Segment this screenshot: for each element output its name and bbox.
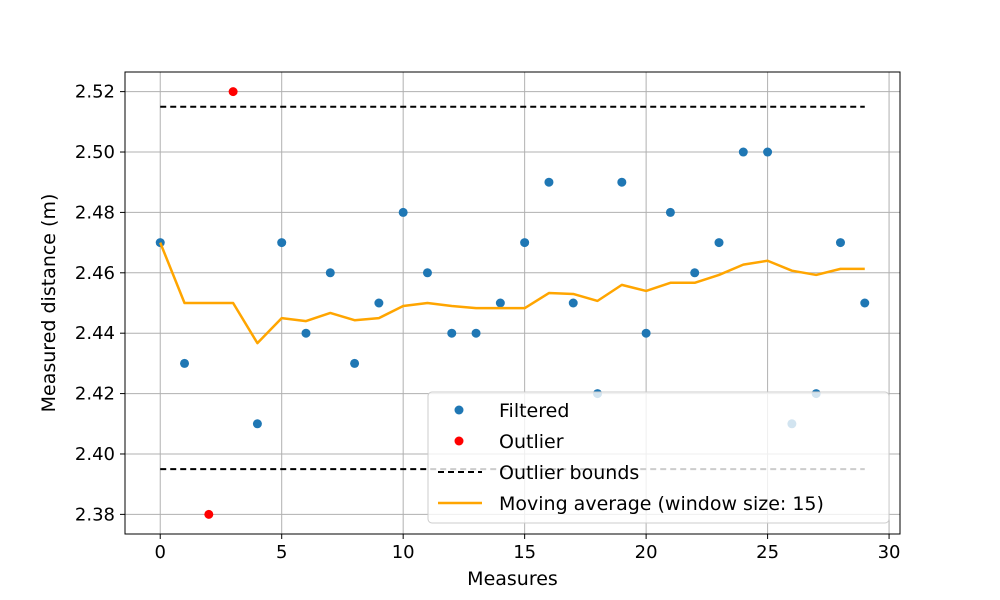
tick-layer: 0 5 10 15 20 25 30 2.38 2.40 2.42 2.44 2.46 2.48 2.50… [75,82,901,563]
filtered-point [471,328,481,338]
legend-box [427,391,890,524]
x-tick-label: 10 [392,542,415,563]
legend: Filtered Outlier Outlier bounds Moving aver… [427,391,890,524]
filtered-point [641,328,651,338]
filtered-point [374,298,384,308]
filtered-point [398,207,408,217]
filtered-point [763,147,773,157]
filtered-point [835,238,845,248]
filtered-point [350,358,360,368]
y-tick-label: 2.46 [75,263,115,284]
filtered-point [520,238,530,248]
filtered-point [252,419,262,429]
y-tick-label: 2.48 [75,202,115,223]
y-tick-label: 2.40 [75,444,115,465]
legend-label: Outlier bounds [499,462,639,484]
filtered-point [180,358,190,368]
outlier-point [228,87,238,97]
filtered-point [447,328,457,338]
filtered-point [714,238,724,248]
filtered-point [277,238,287,248]
y-tick-label: 2.44 [75,323,115,344]
y-tick-label: 2.38 [75,504,115,525]
x-tick-label: 20 [635,542,658,563]
outlier-point [204,509,214,519]
legend-marker [454,436,464,446]
legend-label: Outlier [499,431,564,453]
x-tick-label: 15 [513,542,536,563]
filtered-point [495,298,505,308]
filtered-point [544,177,554,187]
moving-average-line [159,242,865,345]
x-tick-label: 0 [155,542,166,563]
filtered-point [617,177,627,187]
y-axis-label: Measured distance (m) [38,194,60,413]
y-tick-label: 2.50 [75,142,115,163]
x-axis-label: Measures [467,568,558,590]
filtered-point [568,298,578,308]
filtered-point [690,268,700,278]
legend-marker [454,405,464,415]
filtered-point [325,268,335,278]
plot-frame [124,71,901,535]
filtered-point [738,147,748,157]
filtered-point [665,207,675,217]
filtered-point [422,268,432,278]
legend-label: Moving average (window size: 15) [499,493,824,515]
x-tick-label: 5 [276,542,287,563]
y-tick-label: 2.42 [75,384,115,405]
filtered-point [860,298,870,308]
legend-label: Filtered [499,400,569,422]
filtered-point [301,328,311,338]
x-tick-label: 30 [878,542,901,563]
y-tick-label: 2.52 [75,82,115,103]
x-tick-label: 25 [756,542,779,563]
